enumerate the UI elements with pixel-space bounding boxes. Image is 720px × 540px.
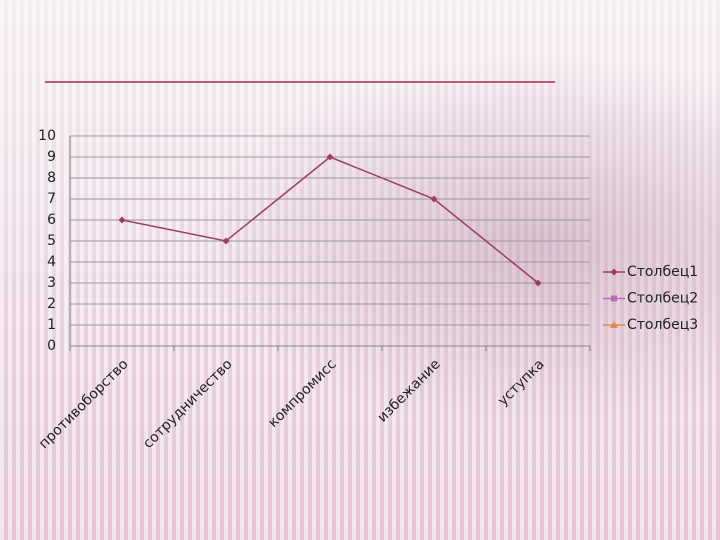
y-tick-label: 3 xyxy=(47,275,56,291)
y-tick-label: 7 xyxy=(47,191,56,207)
legend-label: Столбец1 xyxy=(627,264,698,280)
marker xyxy=(610,321,618,328)
x-tick-label: компромисс xyxy=(265,356,339,430)
marker xyxy=(118,216,126,224)
y-tick-label: 10 xyxy=(38,128,56,144)
x-tick-label: противоборство xyxy=(36,356,132,452)
y-tick-label: 8 xyxy=(47,170,56,186)
x-tick-label: избежание xyxy=(374,356,443,425)
marker xyxy=(534,279,542,287)
marker xyxy=(430,195,438,203)
marker xyxy=(611,295,617,302)
y-tick-label: 4 xyxy=(47,254,56,270)
marker xyxy=(326,153,334,161)
x-tick-label: уступка xyxy=(495,356,548,409)
y-tick-label: 0 xyxy=(47,338,56,354)
x-tick-label: сотрудничество xyxy=(140,356,236,452)
legend-label: Столбец3 xyxy=(627,317,698,333)
marker xyxy=(610,268,618,276)
y-tick-label: 9 xyxy=(47,149,56,165)
y-tick-label: 2 xyxy=(47,296,56,312)
y-tick-label: 6 xyxy=(47,212,56,228)
legend-label: Столбец2 xyxy=(627,291,698,307)
y-tick-label: 1 xyxy=(47,317,56,333)
y-tick-label: 5 xyxy=(47,233,56,249)
marker xyxy=(222,237,230,245)
